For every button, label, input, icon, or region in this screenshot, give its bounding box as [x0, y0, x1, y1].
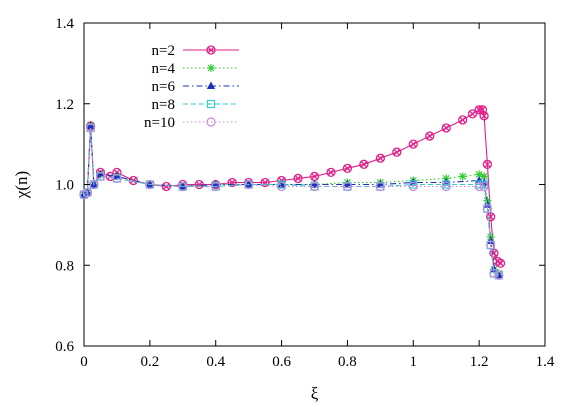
series-4: [79, 123, 503, 280]
data-point: [244, 180, 253, 188]
data-point: [293, 173, 303, 184]
data-point: [441, 181, 451, 192]
legend-entry: n=6: [152, 79, 239, 95]
x-axis-label: ξ: [311, 384, 319, 403]
data-point: [112, 171, 122, 180]
data-point: [326, 167, 336, 178]
data-point: [494, 270, 504, 280]
data-point: [458, 115, 468, 125]
data-point: [495, 258, 506, 268]
data-point: [408, 139, 418, 149]
legend-entry: n=2: [152, 43, 239, 59]
data-point: [376, 180, 385, 188]
x-tick-label: 1: [410, 354, 418, 370]
data-point: [161, 181, 171, 192]
legend-marker: [206, 117, 216, 127]
data-point: [489, 268, 499, 278]
data-point: [86, 121, 95, 129]
data-point: [276, 181, 287, 192]
data-point: [145, 179, 155, 190]
series-line: [83, 127, 500, 276]
legend-marker: [206, 45, 216, 55]
data-point: [482, 204, 492, 214]
data-point: [392, 147, 402, 157]
data-point: [211, 180, 220, 188]
data-point: [82, 187, 92, 198]
y-tick-label: 1.0: [55, 178, 74, 194]
data-point: [375, 153, 386, 163]
data-point: [112, 173, 122, 184]
data-point: [96, 169, 105, 178]
x-tick-label: 0.8: [338, 354, 357, 370]
legend-marker: [207, 64, 215, 72]
legend-label: n=2: [152, 43, 175, 59]
y-tick-label: 0.8: [55, 258, 74, 274]
data-point: [408, 181, 418, 192]
data-point: [486, 240, 496, 250]
data-point: [178, 182, 187, 190]
legend-label: n=8: [152, 97, 175, 113]
y-tick-label: 1.2: [55, 97, 74, 113]
legend-entry: n=8: [152, 97, 239, 113]
y-tick-label: 0.6: [55, 339, 74, 355]
y-tick-label: 1.4: [55, 16, 74, 32]
legend-label: n=10: [144, 115, 175, 131]
x-tick-label: 0: [80, 354, 88, 370]
legend-entry: n=4: [152, 61, 239, 77]
data-point: [178, 181, 188, 192]
series-2: [80, 121, 503, 278]
series-line: [83, 125, 500, 276]
data-point: [145, 180, 155, 188]
x-tick-label: 1.2: [470, 354, 489, 370]
x-tick-label: 0.6: [272, 354, 291, 370]
series-line: [83, 125, 500, 274]
ticks-layer: 0 0.2 0.4 0.6 0.8 1 1.2 1.4 0.6 0.8 1.0 1.2 1.4: [55, 16, 555, 370]
x-tick-label: 0.4: [206, 354, 225, 370]
data-point: [482, 159, 493, 169]
series-layer: [79, 105, 506, 280]
data-point: [479, 111, 489, 121]
x-tick-label: 0.2: [140, 354, 159, 370]
data-point: [310, 180, 319, 188]
data-point: [211, 181, 221, 192]
data-point: [342, 181, 353, 192]
legend: n=2 n=4 n=6 n=8 n=10: [144, 43, 239, 131]
data-point: [467, 109, 478, 119]
data-point: [342, 163, 353, 174]
data-point: [95, 171, 106, 182]
legend-label: n=4: [152, 61, 176, 77]
data-point: [474, 181, 484, 192]
legend-marker: [206, 99, 216, 109]
data-point: [128, 175, 139, 186]
data-point: [479, 181, 489, 192]
legend-marker: [206, 81, 216, 89]
legend-entry: n=10: [144, 115, 239, 131]
series-3: [79, 121, 504, 279]
data-point: [343, 180, 352, 188]
legend-label: n=6: [152, 79, 176, 95]
data-point: [359, 159, 369, 169]
data-point: [441, 123, 451, 133]
data-point: [309, 181, 320, 192]
series-line: [83, 127, 500, 276]
data-point: [244, 179, 254, 190]
data-point: [85, 123, 96, 133]
data-point: [277, 180, 286, 188]
data-point: [425, 131, 435, 141]
y-axis-label: χ(n): [12, 171, 31, 199]
data-point: [458, 172, 467, 181]
data-point: [375, 181, 385, 192]
series-5: [79, 123, 504, 280]
x-tick-label: 1.4: [536, 354, 555, 370]
